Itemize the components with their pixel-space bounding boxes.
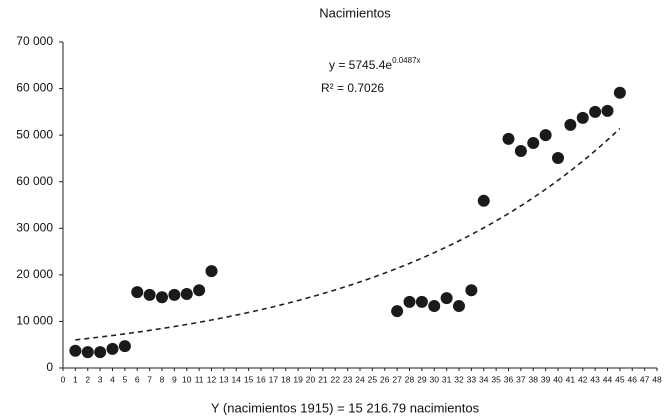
r-squared: R² = 0.7026 — [321, 81, 384, 95]
point — [589, 105, 602, 118]
x-tick-label: 21 — [318, 374, 328, 384]
x-tick-label: 16 — [256, 374, 266, 384]
x-tick-label: 4 — [110, 374, 115, 384]
point — [539, 129, 552, 142]
x-tick-label: 40 — [553, 374, 563, 384]
x-tick-label: 41 — [566, 374, 576, 384]
y-tick-label: 10 000 — [16, 314, 53, 328]
x-tick-label: 47 — [640, 374, 650, 384]
x-tick-label: 3 — [98, 374, 103, 384]
point — [564, 118, 577, 131]
point — [514, 144, 527, 157]
point — [601, 104, 614, 117]
x-tick-label: 36 — [504, 374, 514, 384]
point — [415, 295, 428, 308]
x-tick-label: 19 — [293, 374, 303, 384]
x-tick-label: 42 — [578, 374, 588, 384]
y-tick-label: 60 000 — [16, 81, 53, 95]
x-tick-label: 17 — [269, 374, 279, 384]
y-tick-label: 0 — [46, 360, 53, 374]
point — [118, 340, 131, 353]
equation-exponent: 0.0487x — [392, 56, 420, 65]
x-tick-label: 28 — [405, 374, 415, 384]
point — [391, 305, 404, 318]
point — [106, 342, 119, 355]
y-tick-label: 50 000 — [16, 127, 53, 141]
x-tick-label: 24 — [355, 374, 365, 384]
x-tick-label: 22 — [331, 374, 341, 384]
point — [477, 194, 490, 207]
x-tick-label: 0 — [61, 374, 66, 384]
point — [193, 284, 206, 297]
x-tick-label: 5 — [123, 374, 128, 384]
x-tick-label: 44 — [603, 374, 613, 384]
x-tick-label: 9 — [172, 374, 177, 384]
y-tick-label: 30 000 — [16, 220, 53, 234]
x-tick-label: 43 — [590, 374, 600, 384]
point — [205, 265, 218, 278]
point — [69, 344, 82, 357]
x-tick-label: 15 — [244, 374, 254, 384]
x-tick-label: 34 — [479, 374, 489, 384]
chart-title: Nacimientos — [319, 5, 391, 20]
point — [168, 288, 181, 301]
x-tick-label: 8 — [160, 374, 165, 384]
point — [94, 346, 107, 359]
point — [502, 132, 515, 145]
x-tick-label: 7 — [147, 374, 152, 384]
x-axis-label: Y (nacimientos 1915) = 15 216.79 nacimie… — [211, 400, 480, 415]
x-tick-label: 37 — [516, 374, 526, 384]
x-tick-label: 38 — [529, 374, 539, 384]
x-tick-label: 18 — [281, 374, 291, 384]
x-tick-label: 13 — [219, 374, 229, 384]
point — [465, 284, 478, 297]
x-tick-label: 33 — [467, 374, 477, 384]
x-tick-label: 35 — [491, 374, 501, 384]
x-tick-label: 10 — [182, 374, 192, 384]
x-tick-label: 48 — [652, 374, 662, 384]
x-tick-label: 2 — [85, 374, 90, 384]
point — [143, 288, 156, 301]
x-tick-label: 11 — [195, 374, 204, 384]
point — [403, 295, 416, 308]
x-tick-label: 23 — [343, 374, 353, 384]
trendline — [75, 127, 621, 341]
y-tick-label: 60 000 — [16, 174, 53, 188]
point — [613, 86, 626, 99]
x-tick-label: 45 — [615, 374, 625, 384]
x-tick-label: 31 — [442, 374, 452, 384]
x-tick-label: 46 — [628, 374, 638, 384]
point — [576, 111, 589, 124]
x-tick-label: 27 — [392, 374, 402, 384]
point — [440, 292, 453, 305]
point — [527, 137, 540, 150]
equation-base: y = 5745.4e — [329, 58, 392, 72]
x-tick-label: 20 — [306, 374, 316, 384]
x-tick-label: 26 — [380, 374, 390, 384]
x-tick-label: 32 — [454, 374, 464, 384]
y-tick-label: 20 000 — [16, 267, 53, 281]
point — [156, 291, 168, 304]
point — [180, 287, 193, 300]
x-tick-label: 12 — [207, 374, 217, 384]
point — [453, 300, 465, 313]
point — [428, 300, 441, 313]
x-tick-label: 25 — [368, 374, 378, 384]
x-tick-label: 39 — [541, 374, 551, 384]
point — [552, 151, 564, 164]
point — [81, 346, 94, 359]
x-tick-label: 14 — [232, 374, 242, 384]
point — [131, 286, 144, 299]
x-tick-label: 1 — [73, 374, 78, 384]
x-tick-label: 6 — [135, 374, 140, 384]
equation: y = 5745.4e0.0487x — [329, 56, 421, 72]
x-tick-label: 29 — [417, 374, 427, 384]
y-tick-label: 70 000 — [16, 34, 53, 48]
x-tick-label: 30 — [430, 374, 440, 384]
